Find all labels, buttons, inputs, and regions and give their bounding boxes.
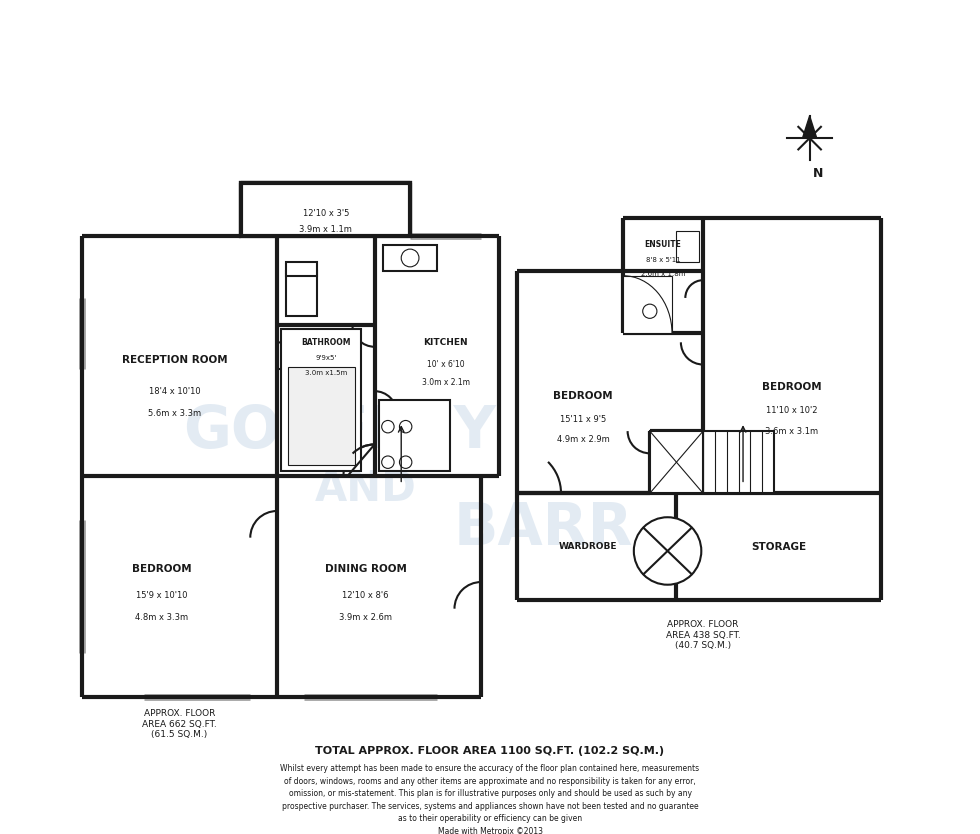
- Text: BARR: BARR: [454, 500, 633, 557]
- Text: KITCHEN: KITCHEN: [423, 338, 467, 347]
- Text: 3.0m x1.5m: 3.0m x1.5m: [305, 370, 347, 376]
- Circle shape: [643, 304, 657, 319]
- Circle shape: [381, 456, 394, 469]
- Text: 11'10 x 10'2: 11'10 x 10'2: [766, 406, 817, 415]
- Circle shape: [634, 517, 702, 585]
- Text: APPROX. FLOOR
AREA 662 SQ.FT.
(61.5 SQ.M.): APPROX. FLOOR AREA 662 SQ.FT. (61.5 SQ.M…: [142, 709, 217, 739]
- Bar: [281, 329, 362, 471]
- Text: WARDROBE: WARDROBE: [559, 542, 617, 551]
- Text: 8'8 x 5'11: 8'8 x 5'11: [646, 257, 680, 263]
- Bar: [286, 271, 317, 316]
- Polygon shape: [803, 116, 816, 138]
- Bar: [650, 431, 703, 493]
- Bar: [703, 431, 774, 493]
- Bar: [676, 231, 699, 263]
- Text: BEDROOM: BEDROOM: [762, 382, 821, 392]
- Circle shape: [400, 456, 412, 469]
- Text: 15'11 x 9'5: 15'11 x 9'5: [561, 415, 607, 424]
- Bar: [241, 183, 410, 236]
- Text: 15'9 x 10'10: 15'9 x 10'10: [136, 590, 187, 600]
- Text: 4.9m x 2.9m: 4.9m x 2.9m: [557, 435, 610, 445]
- Text: Whilst every attempt has been made to ensure the accuracy of the floor plan cont: Whilst every attempt has been made to en…: [280, 764, 700, 834]
- Text: 5.6m x 3.3m: 5.6m x 3.3m: [148, 409, 201, 418]
- Text: BEDROOM: BEDROOM: [554, 390, 613, 400]
- Bar: [287, 367, 355, 465]
- Text: 3.9m x 2.6m: 3.9m x 2.6m: [339, 613, 392, 622]
- Bar: [241, 183, 410, 236]
- Text: BEDROOM: BEDROOM: [131, 564, 191, 574]
- Text: 18'4 x 10'10: 18'4 x 10'10: [149, 387, 201, 395]
- Text: AND: AND: [315, 468, 416, 510]
- Text: STORAGE: STORAGE: [751, 541, 807, 551]
- Bar: [623, 276, 672, 334]
- Bar: [383, 244, 437, 271]
- Bar: [286, 263, 317, 276]
- Text: GODFREY: GODFREY: [182, 403, 496, 460]
- Bar: [379, 400, 450, 471]
- Text: RECEPTION ROOM: RECEPTION ROOM: [122, 355, 227, 365]
- Circle shape: [381, 420, 394, 433]
- Text: 10' x 6'10: 10' x 6'10: [427, 360, 465, 369]
- Text: BATHROOM: BATHROOM: [301, 338, 351, 347]
- Circle shape: [401, 249, 419, 267]
- Text: ENSUITE: ENSUITE: [645, 240, 681, 249]
- Text: 12'10 x 3'5: 12'10 x 3'5: [303, 209, 349, 218]
- Text: 3.6m x 3.1m: 3.6m x 3.1m: [765, 427, 818, 435]
- Text: 12'10 x 8'6: 12'10 x 8'6: [342, 590, 389, 600]
- Text: APPROX. FLOOR
AREA 438 SQ.FT.
(40.7 SQ.M.): APPROX. FLOOR AREA 438 SQ.FT. (40.7 SQ.M…: [665, 620, 741, 651]
- Text: 4.8m x 3.3m: 4.8m x 3.3m: [135, 613, 188, 622]
- Text: N: N: [813, 167, 824, 180]
- Text: 9'9x5': 9'9x5': [316, 355, 336, 361]
- Text: 3.0m x 2.1m: 3.0m x 2.1m: [421, 378, 469, 387]
- Text: DINING ROOM: DINING ROOM: [324, 564, 407, 574]
- Text: 2.6m x 1.8m: 2.6m x 1.8m: [641, 271, 685, 277]
- Text: 3.9m x 1.1m: 3.9m x 1.1m: [299, 225, 352, 234]
- Circle shape: [639, 279, 661, 299]
- Circle shape: [400, 420, 412, 433]
- Text: TOTAL APPROX. FLOOR AREA 1100 SQ.FT. (102.2 SQ.M.): TOTAL APPROX. FLOOR AREA 1100 SQ.FT. (10…: [316, 746, 664, 756]
